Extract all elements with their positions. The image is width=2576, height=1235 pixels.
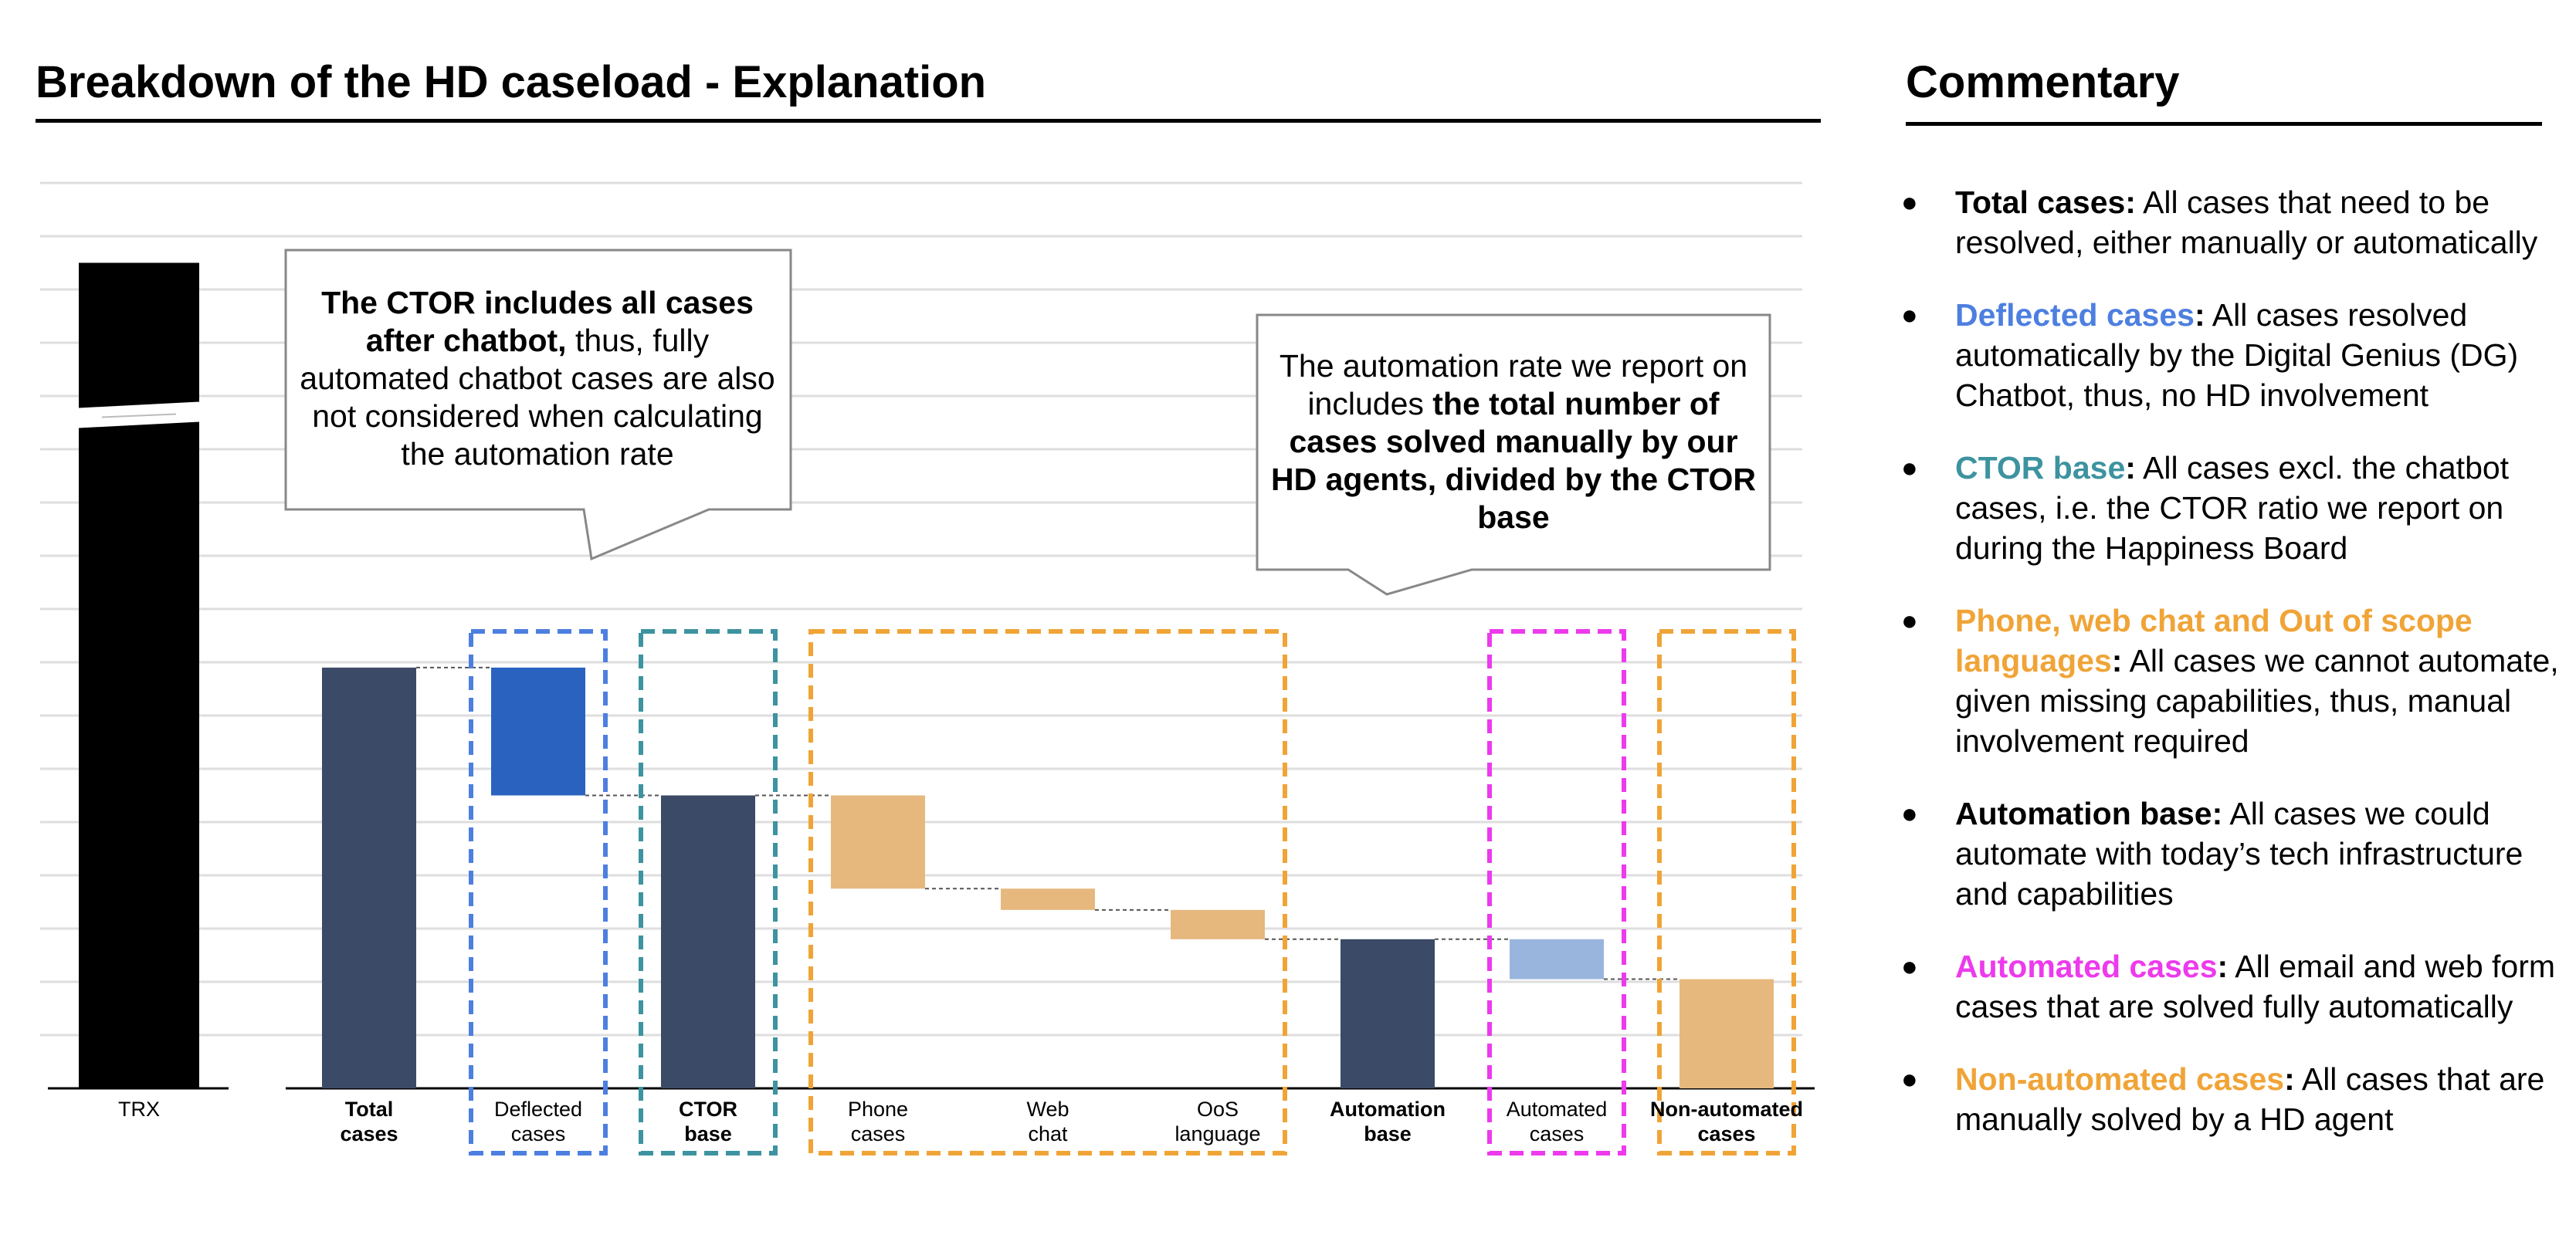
bullet-icon: ● (1901, 1063, 1918, 1095)
tick-label: Automated (1507, 1098, 1608, 1121)
highlight-box (639, 629, 778, 1155)
callout-ctor-text: The CTOR includes all cases after chatbo… (297, 284, 778, 473)
callout-automation-bubble (1256, 313, 1771, 596)
commentary-colon: : (2111, 643, 2123, 678)
tick-label: Total (345, 1098, 394, 1121)
commentary-text: All cases we could automate with today’s… (1955, 796, 2523, 912)
tick-label: Deflected (494, 1098, 582, 1121)
commentary-item: ● Total cases: All cases that need to be … (1898, 182, 2562, 262)
tick-label: CTOR (679, 1098, 737, 1121)
tick-label: language (1174, 1122, 1260, 1145)
commentary-term: Automated cases (1955, 949, 2218, 984)
commentary-colon: : (2194, 297, 2205, 333)
commentary-term: Phone, web chat and Out of scope languag… (1955, 603, 2473, 678)
commentary-item: ● CTOR base: All cases excl. the chatbot … (1898, 448, 2562, 568)
bar-oos-language (1171, 909, 1265, 939)
commentary-text: All cases we cannot automate, given miss… (1955, 643, 2559, 759)
tick-label: OoS (1197, 1098, 1239, 1121)
bar-deflected-cases (491, 667, 585, 796)
highlight-box (469, 629, 608, 1155)
bullet-icon: ● (1901, 299, 1918, 330)
commentary-text: All cases that are manually solved by a … (1955, 1061, 2545, 1137)
tick-label: cases (340, 1122, 398, 1145)
bar-ctor-base (661, 795, 755, 1088)
commentary-text: All cases resolved automatically by the … (1955, 297, 2519, 413)
commentary-colon: : (2125, 450, 2136, 486)
tick-label: Automation (1330, 1098, 1446, 1121)
callout-text-part: thus, fully automated chatbot cases are … (300, 323, 775, 472)
commentary-list: ● Total cases: All cases that need to be … (1898, 182, 2562, 1172)
tick-label: Web (1026, 1098, 1069, 1121)
tick-label: Phone (848, 1098, 908, 1121)
commentary-text: All cases that need to be resolved, eith… (1955, 184, 2538, 260)
commentary-colon: : (2217, 949, 2229, 984)
tick-label: cases (1697, 1122, 1755, 1145)
tick-label: chat (1028, 1122, 1068, 1145)
commentary-item: ● Automated cases: All email and web form… (1898, 946, 2562, 1027)
commentary-item: ● Deflected cases: All cases resolved aut… (1898, 295, 2562, 415)
commentary-term: Non-automated cases (1955, 1061, 2285, 1097)
bar-trx-lower (79, 421, 199, 1088)
chart-title: Breakdown of the HD caseload - Explanati… (36, 57, 987, 107)
bullet-icon: ● (1901, 797, 1918, 829)
callout-text-part: The automation rate we report on include… (1279, 348, 1748, 421)
bar-trx (79, 262, 199, 408)
commentary-term: Deflected cases (1955, 297, 2195, 333)
bar-automated-cases (1510, 939, 1604, 980)
bullet-icon: ● (1901, 950, 1918, 982)
tick-label: cases (1530, 1122, 1585, 1145)
tick-label: cases (851, 1122, 906, 1145)
commentary-text: All email and web form cases that are so… (1955, 949, 2556, 1024)
waterfall-chart: TRX TotalcasesDeflectedcasesCTORbasePhone… (40, 181, 1815, 1155)
tick-label: Non-automated (1650, 1098, 1803, 1121)
bullet-icon: ● (1901, 604, 1918, 636)
commentary-colon: : (2125, 184, 2136, 220)
commentary-term: Total cases (1955, 184, 2126, 220)
commentary-item: ● Non-automated cases: All cases that are… (1898, 1059, 2562, 1139)
tick-label: cases (511, 1122, 566, 1145)
bar-web-chat (1001, 888, 1095, 910)
commentary-item: ● Phone, web chat and Out of scope langua… (1898, 601, 2562, 761)
callout-automation-text: The automation rate we report on include… (1266, 347, 1761, 536)
highlight-box (808, 629, 1287, 1155)
commentary-term: CTOR base (1955, 450, 2126, 486)
highlight-box (1657, 629, 1796, 1155)
title-underline (36, 119, 1821, 123)
tick-label: TRX (118, 1098, 160, 1121)
axis-break-mark (101, 413, 177, 418)
tick-label: base (684, 1122, 732, 1145)
bullet-icon: ● (1901, 452, 1918, 483)
commentary-title: Commentary (1906, 57, 2180, 107)
commentary-colon: : (2212, 796, 2223, 831)
commentary-item: ● Automation base: All cases we could aut… (1898, 793, 2562, 914)
bar-automation-base (1341, 939, 1435, 1088)
bar-phone-cases (831, 795, 925, 889)
bar-non-automated-cases (1679, 979, 1774, 1088)
callout-text-part: The CTOR includes all cases after chatbo… (321, 285, 754, 358)
callout-text-part: the total number of cases solved manuall… (1271, 386, 1756, 535)
bullet-icon: ● (1901, 186, 1918, 218)
commentary-underline (1906, 122, 2542, 126)
bar-total-cases (322, 667, 416, 1088)
commentary-term: Automation base (1955, 796, 2212, 831)
commentary-text: All cases excl. the chatbot cases, i.e. … (1955, 450, 2510, 566)
tick-label: base (1364, 1122, 1412, 1145)
callout-ctor-bubble (284, 249, 792, 561)
commentary-colon: : (2284, 1061, 2295, 1097)
highlight-box (1487, 629, 1626, 1155)
